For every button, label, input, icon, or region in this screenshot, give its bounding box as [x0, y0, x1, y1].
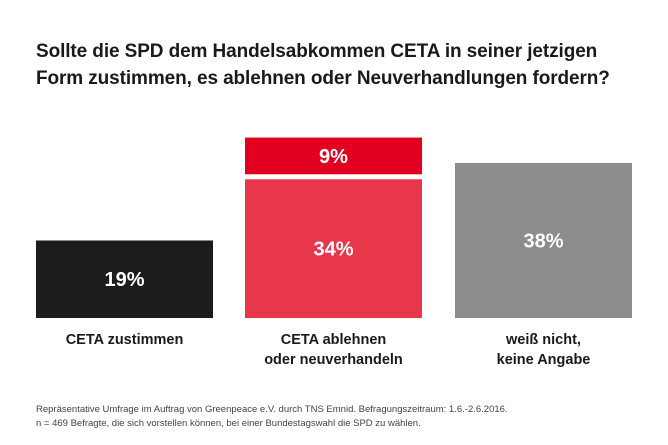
category-label-1-line-1: CETA zustimmen [66, 332, 184, 348]
bar-2-segment-1 [245, 179, 422, 318]
chart-title: Sollte die SPD dem Handelsabkommen CETA … [36, 38, 646, 92]
chart-title-line-2: Form zustimmen, es ablehnen oder Neuverh… [36, 68, 610, 89]
category-label-2-line-1: CETA ablehnen [281, 332, 387, 348]
chart-title-line-1: Sollte die SPD dem Handelsabkommen CETA … [36, 41, 598, 62]
footnote-line-2: n = 469 Befragte, die sich vorstellen kö… [36, 418, 421, 429]
bar-2-segment-2-value-label: 9% [319, 146, 348, 168]
category-label-3-line-2: keine Angabe [497, 352, 591, 368]
category-label-3-line-1: weiß nicht, [505, 332, 581, 348]
bar-1-segment-1-value-label: 19% [104, 269, 144, 291]
footnote-line-1: Repräsentative Umfrage im Auftrag von Gr… [36, 404, 508, 415]
bar-3-segment-1-value-label: 38% [523, 230, 563, 252]
bar-3-segment-1 [455, 162, 632, 318]
category-label-2-line-2: oder neuverhandeln [264, 352, 403, 368]
bar-2-segment-2 [245, 137, 422, 175]
bar-1-segment-1 [36, 240, 213, 318]
bar-chart: 19% CETA zustimmen 34% 9% CETA ablehnen oder … [36, 137, 632, 368]
footnote: Repräsentative Umfrage im Auftrag von Gr… [36, 403, 656, 431]
bar-2-segment-1-value-label: 34% [313, 239, 353, 261]
